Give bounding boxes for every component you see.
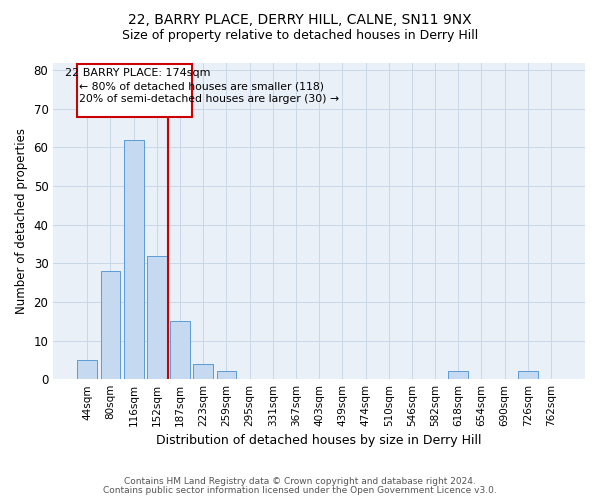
Text: 22, BARRY PLACE, DERRY HILL, CALNE, SN11 9NX: 22, BARRY PLACE, DERRY HILL, CALNE, SN11… <box>128 12 472 26</box>
Bar <box>518 372 538 379</box>
Bar <box>124 140 143 379</box>
Bar <box>448 372 468 379</box>
Text: Contains HM Land Registry data © Crown copyright and database right 2024.: Contains HM Land Registry data © Crown c… <box>124 477 476 486</box>
Text: ← 80% of detached houses are smaller (118): ← 80% of detached houses are smaller (11… <box>79 81 324 91</box>
Bar <box>101 271 121 379</box>
Text: Contains public sector information licensed under the Open Government Licence v3: Contains public sector information licen… <box>103 486 497 495</box>
Bar <box>217 372 236 379</box>
Bar <box>170 322 190 379</box>
Bar <box>193 364 213 379</box>
Bar <box>147 256 167 379</box>
Text: 20% of semi-detached houses are larger (30) →: 20% of semi-detached houses are larger (… <box>79 94 340 104</box>
Bar <box>77 360 97 379</box>
Text: Size of property relative to detached houses in Derry Hill: Size of property relative to detached ho… <box>122 29 478 42</box>
Y-axis label: Number of detached properties: Number of detached properties <box>15 128 28 314</box>
FancyBboxPatch shape <box>77 64 191 116</box>
X-axis label: Distribution of detached houses by size in Derry Hill: Distribution of detached houses by size … <box>157 434 482 448</box>
Text: 22 BARRY PLACE: 174sqm: 22 BARRY PLACE: 174sqm <box>65 68 211 78</box>
